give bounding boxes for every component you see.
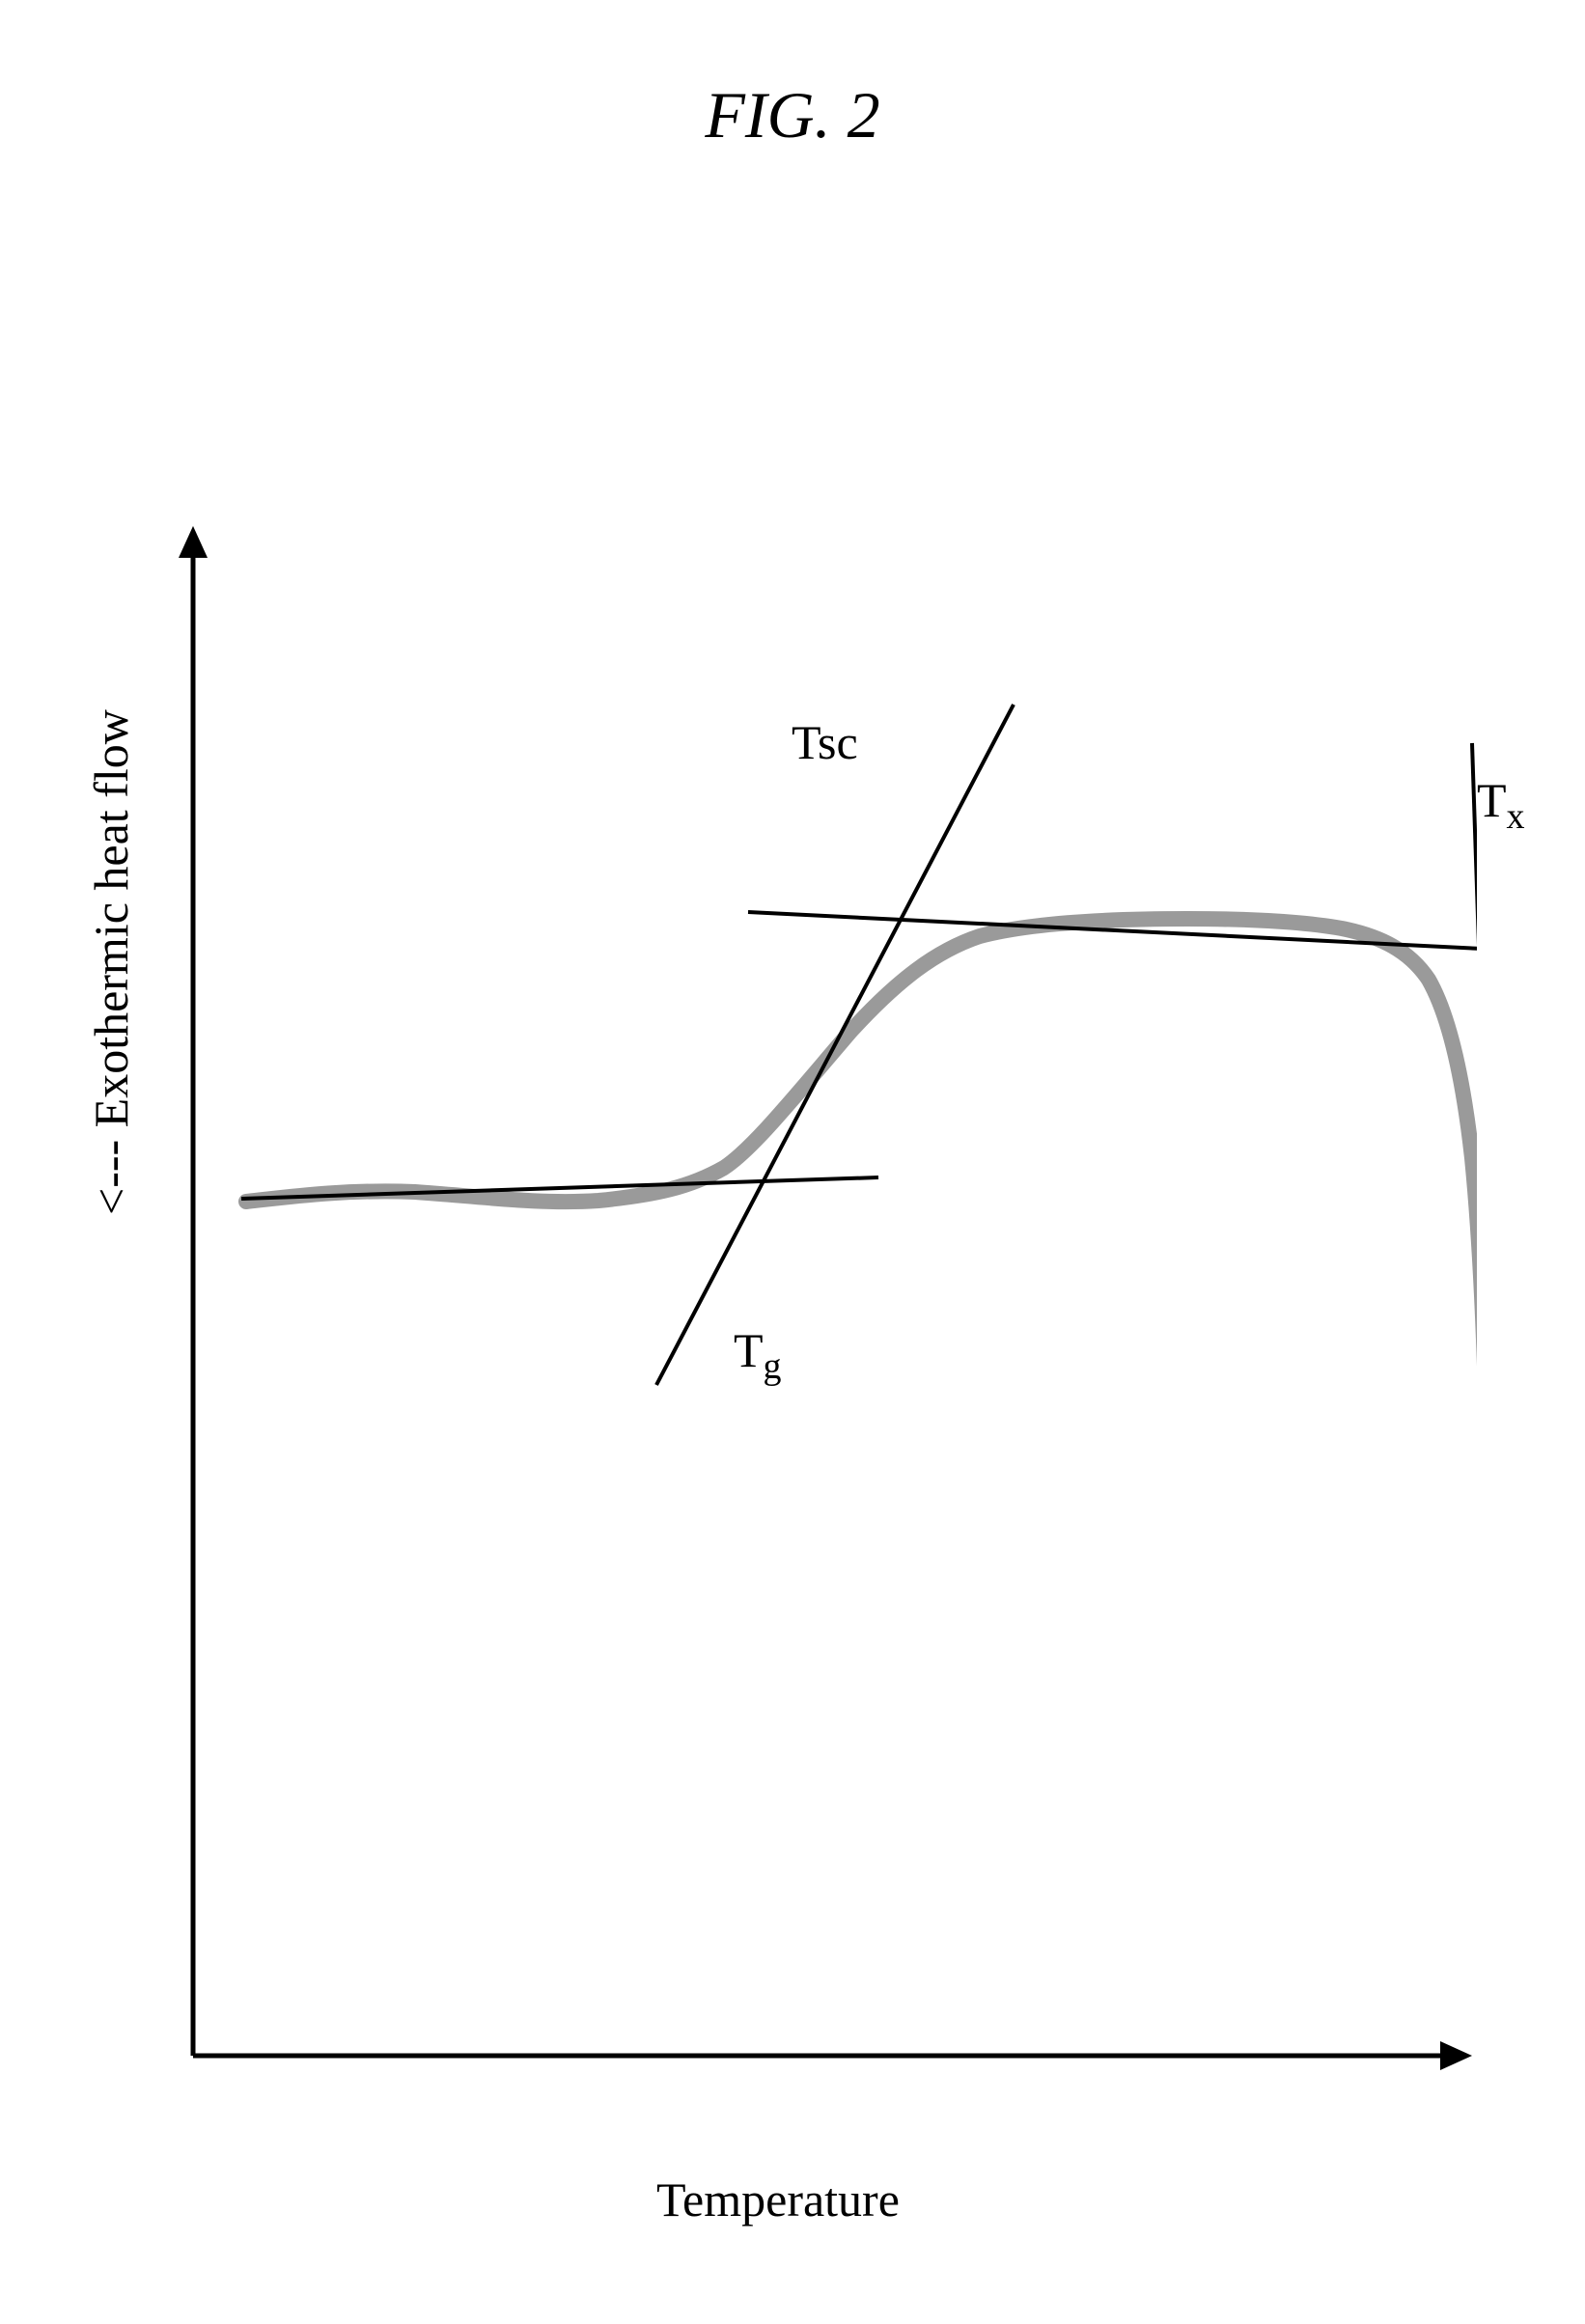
tangent-tg-tsc-slope	[656, 705, 1014, 1385]
y-axis-arrow	[179, 526, 208, 558]
annotation-tg: Tg	[734, 1322, 782, 1378]
tx-subscript: x	[1507, 796, 1525, 837]
figure-title: FIG. 2	[705, 77, 879, 153]
tg-prefix: T	[734, 1323, 764, 1377]
tg-subscript: g	[764, 1346, 782, 1387]
x-axis-arrow	[1440, 2041, 1472, 2070]
x-axis-label: Temperature	[656, 2172, 900, 2227]
dsc-curve	[246, 919, 1477, 2012]
tangent-tx-slope	[1472, 743, 1477, 2046]
annotation-tsc: Tsc	[792, 714, 858, 770]
y-axis-label: <--- Exothermic heat flow	[83, 709, 139, 1215]
tx-prefix: T	[1477, 773, 1507, 827]
annotation-tx: Tx	[1477, 772, 1525, 828]
